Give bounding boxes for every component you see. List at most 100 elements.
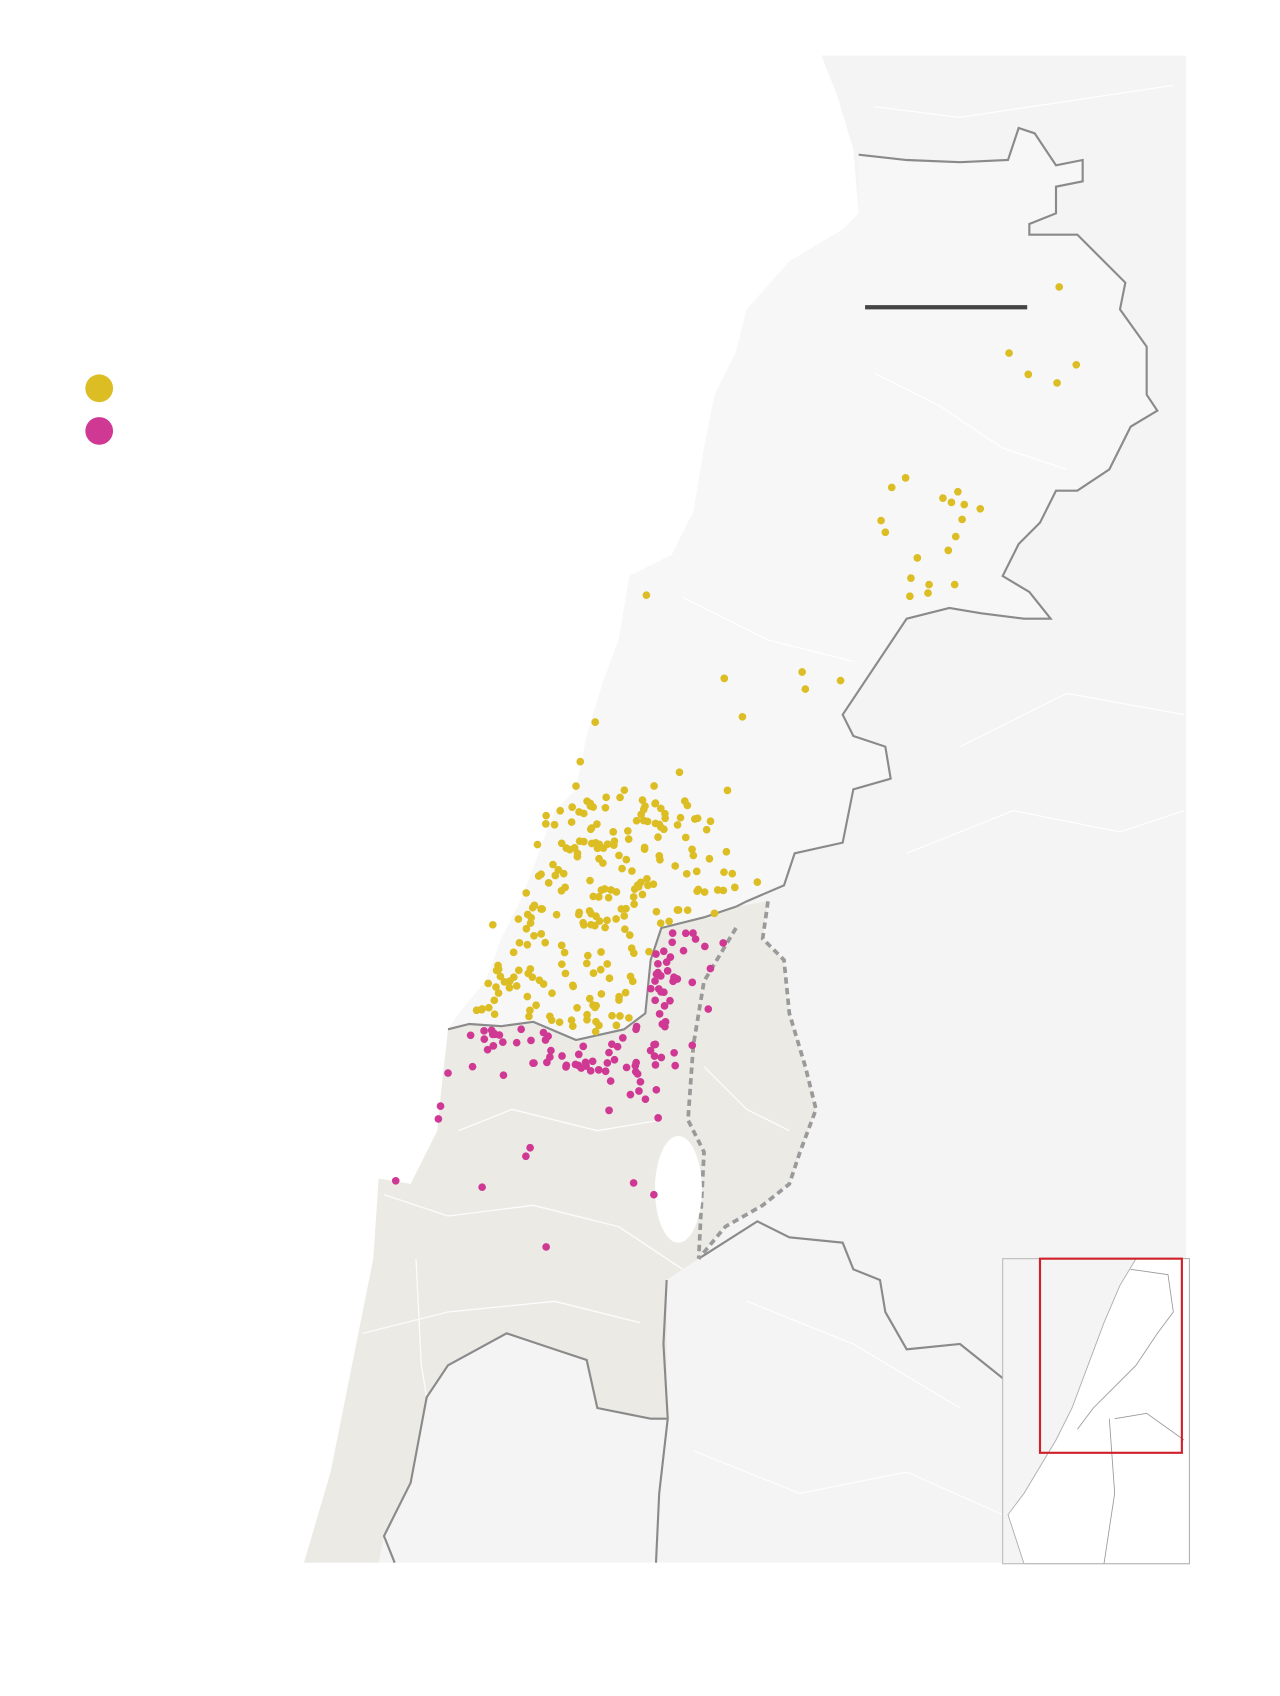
yellow-point bbox=[568, 981, 577, 990]
yellow-point bbox=[640, 845, 649, 854]
yellow-point bbox=[560, 948, 569, 957]
yellow-point bbox=[660, 825, 668, 834]
magenta-point bbox=[666, 953, 675, 961]
yellow-point bbox=[552, 910, 561, 919]
yellow-point bbox=[656, 804, 665, 813]
yellow-point bbox=[639, 816, 648, 825]
yellow-point bbox=[484, 979, 493, 988]
magenta-point bbox=[659, 947, 668, 956]
yellow-point bbox=[618, 864, 626, 873]
magenta-point bbox=[654, 1114, 662, 1122]
magenta-point bbox=[444, 1069, 452, 1077]
yellow-point bbox=[528, 903, 537, 912]
yellow-point bbox=[522, 924, 531, 933]
magenta-point bbox=[691, 935, 700, 943]
yellow-point bbox=[877, 516, 885, 525]
yellow-point bbox=[576, 757, 585, 766]
yellow-point bbox=[632, 816, 641, 825]
magenta-point bbox=[652, 950, 660, 958]
magenta-point bbox=[526, 1143, 534, 1152]
magenta-point bbox=[605, 1106, 613, 1115]
yellow-point bbox=[674, 906, 683, 914]
yellow-point bbox=[925, 580, 933, 589]
yellow-point bbox=[637, 878, 645, 887]
magenta-point bbox=[512, 1038, 521, 1047]
yellow-point bbox=[719, 886, 728, 895]
magenta-point bbox=[701, 942, 709, 951]
magenta-point bbox=[491, 1030, 499, 1039]
yellow-point bbox=[573, 1003, 581, 1012]
sea-of-galilee bbox=[654, 1136, 702, 1243]
magenta-point bbox=[574, 1061, 583, 1070]
yellow-point bbox=[642, 591, 651, 600]
yellow-point bbox=[603, 960, 612, 968]
yellow-point bbox=[580, 837, 588, 846]
yellow-point bbox=[637, 810, 646, 819]
magenta-point bbox=[478, 1183, 486, 1192]
yellow-point bbox=[603, 916, 611, 925]
magenta-point bbox=[629, 1179, 638, 1187]
yellow-point bbox=[585, 907, 594, 915]
yellow-point bbox=[579, 918, 587, 927]
yellow-point bbox=[583, 797, 591, 806]
yellow-point bbox=[688, 845, 696, 854]
yellow-point bbox=[556, 806, 565, 815]
magenta-point bbox=[480, 1026, 488, 1035]
magenta-point bbox=[546, 1053, 554, 1061]
magenta-point bbox=[666, 996, 674, 1005]
magenta-point bbox=[480, 1035, 489, 1043]
yellow-point bbox=[887, 483, 896, 492]
magenta-point bbox=[704, 1005, 713, 1013]
yellow-point bbox=[693, 887, 702, 896]
yellow-point bbox=[722, 847, 731, 856]
magenta-point bbox=[663, 967, 672, 975]
yellow-point bbox=[624, 835, 633, 843]
yellow-point bbox=[544, 879, 553, 887]
yellow-point bbox=[490, 996, 499, 1005]
yellow-point bbox=[625, 1014, 633, 1022]
magenta-point bbox=[588, 1057, 597, 1066]
yellow-point bbox=[645, 947, 653, 956]
yellow-point bbox=[526, 919, 535, 927]
yellow-point bbox=[533, 840, 542, 849]
yellow-point bbox=[628, 867, 636, 875]
yellow-point bbox=[525, 1012, 533, 1021]
yellow-point bbox=[976, 504, 985, 513]
yellow-point bbox=[654, 833, 662, 841]
yellow-point bbox=[1053, 379, 1061, 387]
magenta-point bbox=[688, 1041, 697, 1050]
yellow-point bbox=[702, 825, 711, 834]
yellow-point bbox=[947, 498, 956, 507]
locator-inset-map bbox=[1002, 1257, 1190, 1565]
yellow-point bbox=[624, 827, 632, 835]
yellow-point bbox=[673, 821, 682, 829]
yellow-point bbox=[652, 907, 661, 916]
yellow-point bbox=[616, 1012, 624, 1020]
yellow-point bbox=[710, 909, 719, 918]
magenta-point bbox=[558, 1052, 566, 1060]
yellow-point bbox=[651, 799, 660, 807]
yellow-point bbox=[728, 869, 737, 878]
yellow-point bbox=[572, 782, 580, 790]
magenta-point bbox=[688, 978, 697, 987]
yellow-point bbox=[1072, 360, 1081, 369]
yellow-point bbox=[610, 837, 619, 846]
yellow-point bbox=[561, 969, 570, 978]
yellow-point bbox=[472, 1006, 481, 1015]
magenta-point bbox=[527, 1036, 535, 1045]
magenta-point bbox=[635, 1087, 643, 1095]
yellow-point bbox=[676, 813, 685, 822]
yellow-point bbox=[720, 868, 728, 877]
yellow-point bbox=[798, 668, 806, 676]
yellow-point bbox=[683, 906, 692, 915]
yellow-point bbox=[528, 973, 537, 982]
yellow-point bbox=[950, 580, 959, 589]
yellow-point bbox=[599, 844, 608, 853]
magenta-point bbox=[529, 1059, 537, 1067]
yellow-point bbox=[692, 867, 701, 876]
yellow-point bbox=[568, 1022, 577, 1030]
yellow-point bbox=[730, 883, 739, 892]
yellow-point bbox=[555, 1018, 564, 1027]
yellow-point bbox=[650, 782, 658, 790]
legend-yellow-dot bbox=[85, 374, 114, 403]
